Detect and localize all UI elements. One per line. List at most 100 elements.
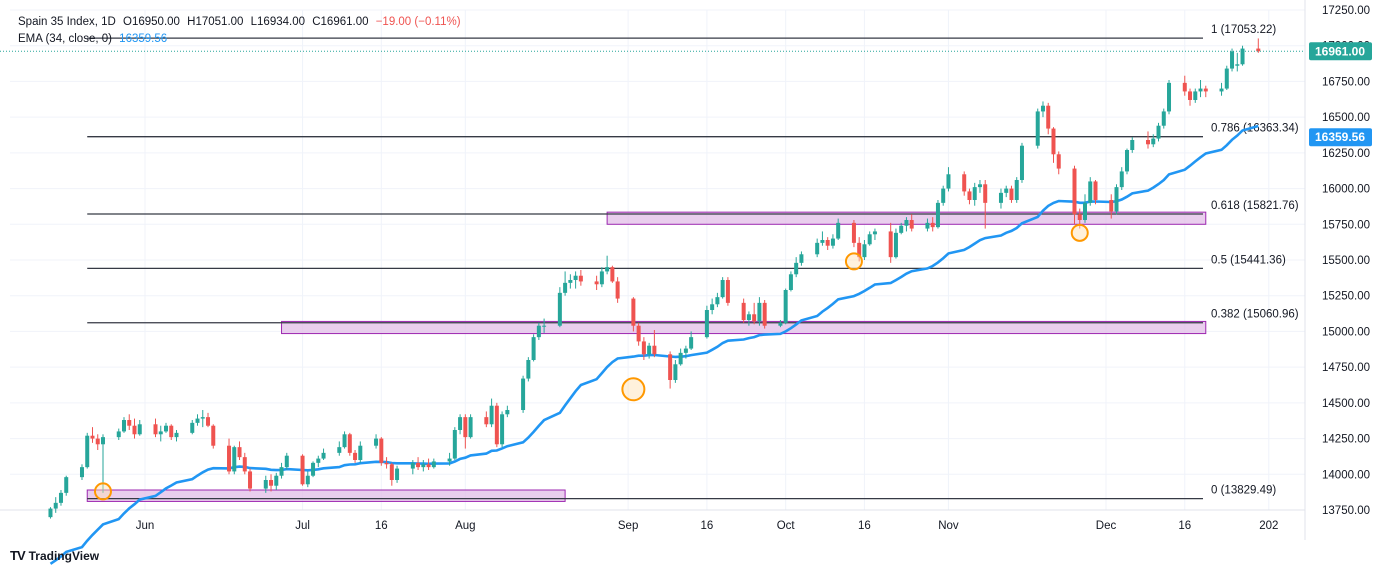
candle-up[interactable] — [683, 348, 688, 353]
candle-up[interactable] — [342, 434, 347, 448]
candle-up[interactable] — [941, 188, 946, 203]
candle-up[interactable] — [500, 414, 505, 445]
candle-down[interactable] — [851, 222, 856, 243]
candle-up[interactable] — [820, 240, 825, 243]
candle-up[interactable] — [794, 262, 799, 275]
candle-up[interactable] — [489, 405, 494, 425]
candle-down[interactable] — [615, 281, 620, 299]
candle-up[interactable] — [904, 220, 909, 226]
candle-up[interactable] — [1151, 138, 1156, 145]
candle-up[interactable] — [710, 304, 715, 310]
candle-up[interactable] — [788, 274, 793, 290]
candle-down[interactable] — [1056, 154, 1061, 169]
candle-down[interactable] — [1188, 91, 1193, 100]
candle-up[interactable] — [799, 254, 804, 263]
candle-down[interactable] — [463, 417, 468, 438]
candle-up[interactable] — [1119, 171, 1124, 188]
candle-down[interactable] — [668, 354, 673, 380]
tradingview-branding[interactable]: TV TradingView — [10, 548, 99, 563]
candle-up[interactable] — [321, 452, 326, 459]
candle-down[interactable] — [426, 464, 431, 468]
candle-up[interactable] — [998, 192, 1003, 203]
candle-up[interactable] — [358, 445, 363, 460]
candle-down[interactable] — [1203, 88, 1208, 92]
candle-up[interactable] — [867, 234, 872, 245]
highlight-circle[interactable] — [844, 252, 863, 271]
candle-up[interactable] — [1219, 88, 1224, 92]
candle-down[interactable] — [725, 280, 730, 303]
candle-down[interactable] — [1256, 48, 1261, 52]
candle-up[interactable] — [757, 302, 762, 322]
candle-up[interactable] — [778, 322, 783, 326]
candle-up[interactable] — [190, 422, 195, 433]
candle-down[interactable] — [347, 434, 352, 453]
candle-down[interactable] — [652, 345, 657, 355]
candle-down[interactable] — [631, 298, 636, 326]
candle-down[interactable] — [962, 174, 967, 192]
candle-up[interactable] — [284, 455, 289, 468]
candle-down[interactable] — [1046, 105, 1051, 129]
candle-up[interactable] — [1019, 145, 1024, 180]
candle-up[interactable] — [977, 184, 982, 188]
candle-down[interactable] — [578, 275, 583, 282]
candle-down[interactable] — [610, 267, 615, 282]
support-zone[interactable] — [86, 489, 566, 502]
candle-up[interactable] — [605, 267, 610, 272]
candle-down[interactable] — [211, 425, 216, 446]
candle-up[interactable] — [893, 232, 898, 258]
candle-up[interactable] — [316, 458, 321, 463]
candle-down[interactable] — [1109, 200, 1114, 212]
highlight-circle[interactable] — [1070, 223, 1089, 242]
candle-up[interactable] — [1167, 82, 1172, 112]
candle-up[interactable] — [279, 467, 284, 476]
candle-down[interactable] — [641, 341, 646, 355]
candle-up[interactable] — [573, 275, 578, 280]
candle-up[interactable] — [305, 475, 310, 485]
candle-up[interactable] — [263, 480, 268, 489]
candle-up[interactable] — [1224, 68, 1229, 89]
candle-down[interactable] — [594, 281, 599, 285]
candle-down[interactable] — [1051, 128, 1056, 155]
candle-down[interactable] — [1072, 168, 1077, 215]
candle-down[interactable] — [636, 325, 641, 342]
candle-up[interactable] — [232, 447, 237, 472]
candle-up[interactable] — [925, 222, 930, 229]
candle-up[interactable] — [195, 418, 200, 423]
candle-up[interactable] — [689, 337, 694, 349]
candle-down[interactable] — [206, 417, 211, 426]
candle-down[interactable] — [967, 191, 972, 200]
candle-up[interactable] — [58, 492, 63, 503]
candle-down[interactable] — [1146, 140, 1151, 145]
candle-down[interactable] — [1009, 188, 1014, 200]
candle-down[interactable] — [227, 445, 232, 472]
candle-up[interactable] — [899, 225, 904, 233]
candle-up[interactable] — [164, 425, 169, 432]
candle-up[interactable] — [557, 292, 562, 326]
candle-down[interactable] — [389, 464, 394, 480]
candle-up[interactable] — [673, 364, 678, 380]
candle-up[interactable] — [720, 280, 725, 298]
candle-up[interactable] — [421, 464, 426, 468]
candle-up[interactable] — [100, 437, 105, 445]
candle-down[interactable] — [416, 462, 421, 468]
candle-up[interactable] — [1161, 111, 1166, 126]
candle-down[interactable] — [888, 231, 893, 258]
candle-up[interactable] — [935, 202, 940, 228]
candle-down[interactable] — [242, 457, 247, 472]
candle-up[interactable] — [458, 417, 463, 430]
candle-up[interactable] — [746, 314, 751, 320]
candle-down[interactable] — [762, 302, 767, 326]
candle-down[interactable] — [90, 435, 95, 439]
candle-up[interactable] — [678, 352, 683, 365]
candle-up[interactable] — [174, 432, 179, 438]
candle-up[interactable] — [946, 174, 951, 189]
candle-down[interactable] — [1182, 82, 1187, 92]
candle-up[interactable] — [79, 467, 84, 478]
candle-down[interactable] — [237, 447, 242, 458]
candle-up[interactable] — [647, 345, 652, 355]
candle-up[interactable] — [48, 508, 53, 518]
candle-down[interactable] — [127, 420, 132, 426]
candle-up[interactable] — [704, 310, 709, 338]
candle-up[interactable] — [836, 222, 841, 239]
